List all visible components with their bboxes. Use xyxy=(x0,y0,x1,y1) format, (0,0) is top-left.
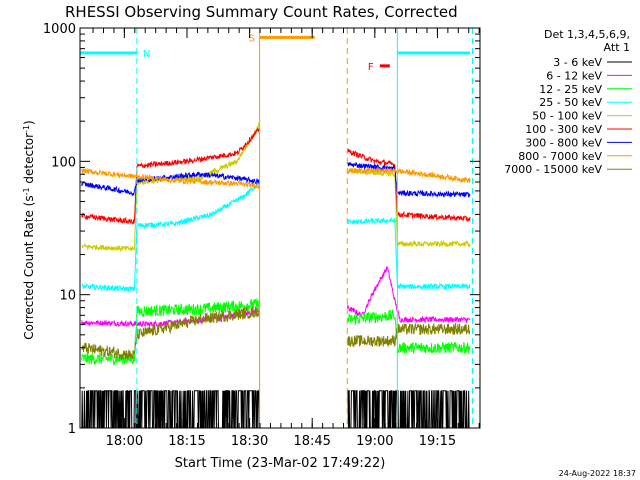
y-tick-label-1000: 1000 xyxy=(43,22,76,37)
legend-label-3-6-kev: 3 - 6 keV xyxy=(553,56,602,69)
flag-label-n: N xyxy=(143,49,150,60)
footer-date: 24-Aug-2022 18:37 xyxy=(559,469,636,478)
flag-label-s: S xyxy=(249,33,255,44)
axis-ticks: 1 10 100 1000 18:00 18:15 18:30 18:45 19:00 19:15 xyxy=(43,22,480,449)
legend-header-attenuator: Att 1 xyxy=(604,41,630,54)
flag-bar-0 xyxy=(80,51,137,55)
legend-label-6-12-kev: 6 - 12 keV xyxy=(546,69,602,82)
flag-bar-2 xyxy=(379,64,390,68)
legend-label-300-800-kev: 300 - 800 keV xyxy=(525,136,602,149)
y-axis-label: Corrected Count Rate (s-1 detector-1) xyxy=(22,120,37,339)
series-50-100-kev xyxy=(81,122,471,253)
flag-bars: N S F xyxy=(80,33,470,73)
legend-label-7000-15000-kev: 7000 - 15000 keV xyxy=(504,163,602,176)
chart-title: RHESSI Observing Summary Count Rates, Co… xyxy=(65,3,458,21)
legend-label-25-50-kev: 25 - 50 keV xyxy=(539,96,602,109)
legend-header-detectors: Det 1,3,4,5,6,9, xyxy=(544,28,630,41)
legend-label-100-300-kev: 100 - 300 keV xyxy=(525,123,602,136)
series-100-300-kev xyxy=(81,128,471,225)
y-tick-label-1: 1 xyxy=(68,422,76,437)
y-axis-label-end: ) xyxy=(22,120,36,125)
series-3-6-kev xyxy=(81,390,470,429)
series-7000-15000-kev xyxy=(81,306,471,360)
series-300-800-kev xyxy=(81,161,471,199)
plot-frame xyxy=(79,27,481,429)
x-tick-label-18-15: 18:15 xyxy=(168,434,205,449)
x-axis-label: Start Time (23-Mar-02 17:49:22) xyxy=(175,456,386,471)
legend-label-800-7000-kev: 800 - 7000 keV xyxy=(518,150,602,163)
x-tick-label-19-15: 19:15 xyxy=(419,434,456,449)
series-25-50-kev xyxy=(81,180,471,293)
series-800-7000-kev xyxy=(81,167,471,190)
flag-bar-3 xyxy=(397,51,470,55)
series-layer xyxy=(81,122,471,429)
x-tick-label-18-45: 18:45 xyxy=(293,434,330,449)
y-axis-label-sup1: -1 xyxy=(22,187,31,195)
legend-label-12-25-kev: 12 - 25 keV xyxy=(539,83,602,96)
x-tick-label-18-30: 18:30 xyxy=(231,434,268,449)
series-12-25-kev xyxy=(81,297,471,366)
y-tick-label-10: 10 xyxy=(59,289,76,304)
x-tick-label-19-00: 19:00 xyxy=(356,434,393,449)
y-axis-label-main: Corrected Count Rate (s xyxy=(22,195,36,339)
series-6-12-kev xyxy=(81,266,471,329)
legend-label-50-100-kev: 50 - 100 keV xyxy=(532,110,602,123)
attenuator-markers xyxy=(79,28,473,428)
x-tick-label-18-00: 18:00 xyxy=(106,434,143,449)
y-axis-label-sup2: -1 xyxy=(22,125,31,133)
y-axis-label-mid: detector xyxy=(22,133,36,188)
plot-area: N S F xyxy=(79,28,473,429)
flag-bar-1 xyxy=(259,35,315,39)
y-tick-label-100: 100 xyxy=(51,155,76,170)
flag-label-f: F xyxy=(368,62,374,73)
